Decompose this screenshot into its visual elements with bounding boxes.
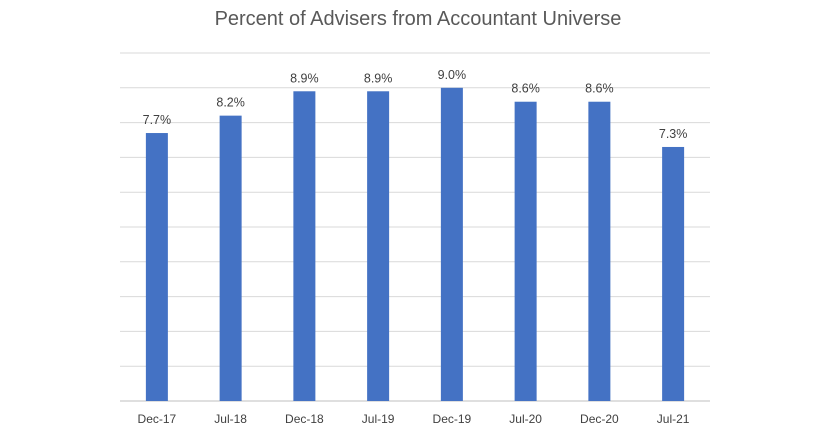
x-tick-label: Jul-19 [362, 412, 395, 426]
bar-jul-19 [367, 91, 390, 401]
bars [145, 87, 685, 402]
data-label: 8.6% [511, 82, 540, 96]
x-tick-label: Dec-18 [285, 412, 324, 426]
x-tick-label: Dec-19 [433, 412, 472, 426]
bar-dec-20 [588, 101, 611, 401]
data-label: 8.6% [585, 82, 614, 96]
x-tick-label: Dec-17 [138, 412, 177, 426]
data-label: 9.0% [438, 68, 467, 82]
x-tick-label: Dec-20 [580, 412, 619, 426]
x-tick-label: Jul-18 [214, 412, 247, 426]
bar-jul-18 [219, 115, 242, 401]
x-tick-label: Jul-21 [657, 412, 690, 426]
bar-dec-18 [293, 91, 316, 401]
bar-jul-21 [662, 146, 685, 401]
chart-title: Percent of Advisers from Accountant Univ… [214, 8, 622, 30]
bar-dec-19 [440, 87, 463, 402]
bar-jul-20 [514, 101, 537, 401]
data-label: 7.7% [143, 113, 172, 127]
data-label: 7.3% [659, 127, 688, 141]
x-tick-labels: Dec-17 Jul-18 Dec-18 Jul-19 Dec-19 Jul-20 Dec-… [138, 412, 690, 426]
data-label: 8.9% [290, 71, 319, 85]
data-labels: 7.7% 8.2% 8.9% 8.9% 9.0% 8.6% 8.6% 7.3% [143, 68, 688, 141]
bar-dec-17 [145, 133, 168, 402]
gridlines [120, 52, 710, 402]
x-tick-label: Jul-20 [509, 412, 542, 426]
data-label: 8.9% [364, 71, 393, 85]
data-label: 8.2% [216, 96, 245, 110]
